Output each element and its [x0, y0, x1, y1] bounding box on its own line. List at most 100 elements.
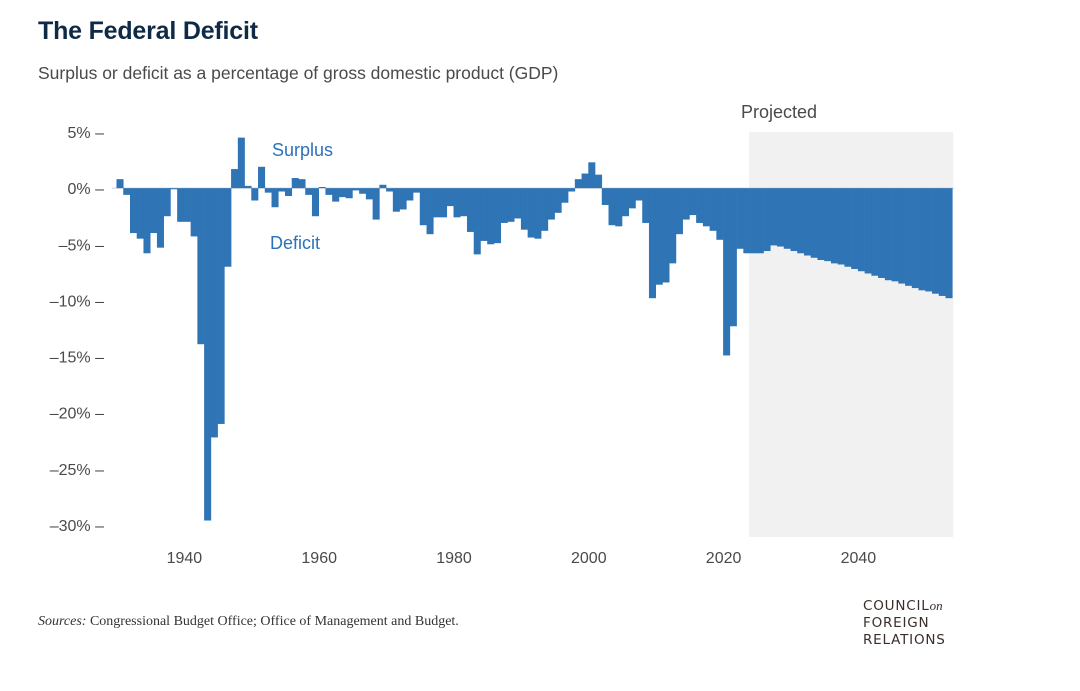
y-tick-label: –15% – — [50, 350, 104, 367]
bar-1960 — [318, 187, 326, 189]
bar-2018 — [709, 188, 717, 231]
bar-2025 — [756, 188, 764, 254]
bar-1963 — [338, 188, 346, 198]
sources-label: Sources: — [38, 614, 87, 629]
bar-2027 — [770, 188, 778, 246]
bar-2034 — [817, 188, 825, 261]
bar-1949 — [244, 185, 252, 189]
x-axis-ticks: 1940 1960 1980 2000 2020 2040 — [167, 550, 877, 567]
bar-2049 — [918, 188, 926, 291]
bar-2045 — [891, 188, 899, 282]
bar-series — [116, 137, 953, 521]
y-tick-label: –20% – — [50, 406, 104, 423]
chart-subtitle: Surplus or deficit as a percentage of gr… — [38, 63, 559, 83]
bar-2035 — [824, 188, 832, 262]
y-tick-label: –25% – — [50, 462, 104, 479]
bar-1962 — [332, 188, 340, 202]
bar-1985 — [487, 188, 495, 245]
bar-1941 — [190, 188, 198, 237]
bar-2002 — [601, 188, 609, 205]
sources-text: Congressional Budget Office; Office of M… — [86, 614, 459, 629]
bar-1989 — [514, 188, 522, 219]
bar-1976 — [426, 188, 434, 235]
bar-1951 — [258, 166, 266, 189]
bar-1943 — [204, 188, 212, 521]
bar-1958 — [305, 188, 313, 195]
bar-1973 — [406, 188, 414, 201]
bar-1952 — [264, 188, 272, 193]
bar-1990 — [520, 188, 528, 230]
bar-2029 — [783, 188, 791, 249]
bar-1959 — [311, 188, 319, 217]
bar-2041 — [864, 188, 872, 274]
bar-2012 — [669, 188, 677, 264]
bar-2038 — [844, 188, 852, 267]
bar-1996 — [561, 188, 569, 203]
cfr-logo: COUNCILon FOREIGN RELATIONS — [863, 597, 946, 649]
bar-2037 — [837, 188, 845, 265]
bar-2039 — [851, 188, 859, 269]
bar-2017 — [702, 188, 710, 227]
bar-2047 — [905, 188, 913, 286]
bar-2042 — [871, 188, 879, 276]
bar-1983 — [473, 188, 481, 255]
bar-2026 — [763, 188, 771, 252]
bar-1939 — [177, 188, 185, 222]
deficit-chart: 5% – 0% – –5% – –10% – –15% – –20% – –25% – –30… — [50, 102, 955, 567]
x-tick-label: 1940 — [167, 550, 203, 567]
bar-2016 — [696, 188, 704, 223]
bar-1981 — [460, 188, 468, 217]
bar-1992 — [534, 188, 542, 239]
bar-1932 — [129, 188, 138, 234]
logo-foreign: FOREIGN — [863, 615, 930, 631]
bar-2015 — [689, 188, 697, 216]
bar-2020 — [723, 188, 731, 356]
bar-2036 — [830, 188, 838, 264]
bar-1965 — [352, 188, 360, 191]
bar-2006 — [628, 188, 636, 209]
bar-1957 — [298, 179, 306, 189]
bar-1970 — [386, 188, 394, 192]
bar-2013 — [675, 188, 683, 235]
bar-2001 — [595, 174, 603, 189]
bar-1961 — [325, 188, 333, 195]
bar-1950 — [251, 188, 259, 201]
bar-1998 — [574, 179, 582, 189]
bar-1978 — [440, 188, 448, 218]
bar-2031 — [797, 188, 805, 254]
logo-relations: RELATIONS — [863, 632, 946, 648]
bar-2024 — [750, 188, 758, 254]
bar-2022 — [736, 188, 744, 249]
logo-council: COUNCIL — [863, 598, 930, 614]
bar-1974 — [413, 188, 421, 193]
bar-1956 — [291, 178, 299, 189]
bar-2019 — [716, 188, 724, 240]
bar-1995 — [554, 188, 562, 213]
bar-1934 — [143, 188, 151, 254]
bar-1969 — [379, 184, 387, 189]
bar-2048 — [911, 188, 919, 289]
bar-2004 — [615, 188, 623, 227]
bar-1944 — [210, 188, 218, 438]
bar-1930 — [116, 179, 124, 189]
bar-1966 — [359, 188, 367, 194]
x-tick-label: 2000 — [571, 550, 607, 567]
bar-1980 — [453, 188, 461, 218]
bar-1993 — [541, 188, 549, 231]
bar-2043 — [878, 188, 886, 278]
bar-2014 — [682, 188, 690, 220]
bar-1968 — [372, 188, 380, 220]
bar-2044 — [884, 188, 892, 281]
y-tick-label: –30% – — [50, 518, 104, 535]
bar-1948 — [237, 137, 245, 189]
bar-1982 — [466, 188, 475, 232]
bar-1937 — [163, 188, 171, 217]
bar-1967 — [365, 188, 373, 200]
bar-1972 — [399, 188, 407, 210]
bar-1984 — [480, 188, 488, 241]
y-tick-label: 5% – — [68, 125, 105, 142]
bar-1954 — [278, 188, 286, 192]
bar-1979 — [446, 188, 454, 207]
deficit-label: Deficit — [270, 233, 320, 253]
bar-1940 — [183, 188, 191, 222]
